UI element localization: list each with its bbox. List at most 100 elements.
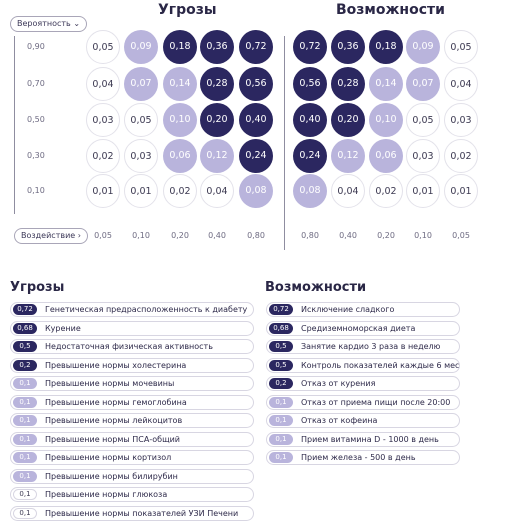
risk-bubble: 0,72 xyxy=(293,30,327,64)
y-axis-line xyxy=(14,36,15,214)
score-badge: 0,1 xyxy=(269,433,293,445)
risk-bubble: 0,04 xyxy=(331,174,365,208)
risk-bubble: 0,06 xyxy=(163,139,197,173)
risk-bubble: 0,10 xyxy=(163,103,197,137)
list-item: 0,5 Занятие кардио 3 раза в неделю xyxy=(266,339,460,354)
list-item: 0,5 Контроль показателей каждые 6 месяцев xyxy=(266,357,460,373)
risk-bubble: 0,07 xyxy=(406,67,440,101)
score-badge: 0,1 xyxy=(13,396,37,408)
opportunities-matrix-title: Возможности xyxy=(336,2,445,18)
threats-matrix-title: Угрозы xyxy=(158,2,217,18)
probability-axis-button[interactable]: Вероятность ⌄ xyxy=(10,16,88,32)
list-item: 0,68 Средиземноморская диета xyxy=(266,320,460,336)
score-badge: 0,68 xyxy=(13,322,37,334)
list-item-label: Превышение нормы показателей УЗИ Печени xyxy=(45,508,239,518)
list-item: 0,1 Прием железа - 500 в день xyxy=(266,450,460,465)
list-item-label: Превышение нормы мочевины xyxy=(45,379,175,388)
list-item-label: Превышение нормы билирубин xyxy=(45,471,178,481)
x-tick-label: 0,80 xyxy=(247,231,265,240)
y-tick-label: 0,30 xyxy=(27,151,45,160)
score-badge: 0,5 xyxy=(269,359,293,371)
list-item-label: Превышение нормы гемоглобина xyxy=(45,397,187,407)
threats-list-title: Угрозы xyxy=(10,280,65,295)
risk-bubble: 0,18 xyxy=(369,30,403,64)
list-item-label: Отказ от кофеина xyxy=(301,416,378,425)
list-item: 0,68 Курение xyxy=(10,320,254,336)
list-item-label: Прием железа - 500 в день xyxy=(301,453,416,462)
risk-bubble: 0,08 xyxy=(239,174,273,208)
risk-bubble: 0,40 xyxy=(239,103,273,137)
risk-bubble: 0,28 xyxy=(331,67,365,101)
center-divider xyxy=(284,36,285,250)
risk-bubble: 0,03 xyxy=(444,103,478,137)
list-item-label: Контроль показателей каждые 6 месяцев xyxy=(301,360,460,370)
score-badge: 0,68 xyxy=(269,322,293,334)
list-item: 0,1 Прием витамина D - 1000 в день xyxy=(266,431,460,447)
x-tick-label: 0,05 xyxy=(452,231,470,240)
y-tick-label: 0,50 xyxy=(27,115,45,124)
list-item-label: Отказ от приема пищи после 20:00 xyxy=(301,397,451,407)
list-item-label: Превышение нормы лейкоцитов xyxy=(45,416,183,425)
risk-bubble: 0,05 xyxy=(444,30,478,64)
list-item-label: Прием витамина D - 1000 в день xyxy=(301,434,439,444)
risk-bubble: 0,02 xyxy=(444,139,478,173)
risk-bubble: 0,14 xyxy=(163,67,197,101)
list-item-label: Средиземноморская диета xyxy=(301,323,416,333)
list-item: 0,1 Превышение нормы ПСА-общий xyxy=(10,431,254,447)
probability-label: Вероятность xyxy=(17,19,71,28)
list-item: 0,1 Превышение нормы глюкоза xyxy=(10,487,254,502)
list-item-label: Превышение нормы глюкоза xyxy=(45,490,168,499)
risk-bubble: 0,05 xyxy=(86,30,120,64)
x-tick-label: 0,80 xyxy=(301,231,319,240)
x-tick-label: 0,05 xyxy=(94,231,112,240)
chevron-down-icon: ⌄ xyxy=(73,19,81,28)
y-tick-label: 0,70 xyxy=(27,79,45,88)
risk-bubble: 0,40 xyxy=(293,103,327,137)
risk-bubble: 0,14 xyxy=(369,67,403,101)
risk-bubble: 0,04 xyxy=(200,174,234,208)
list-item: 0,2 Отказ от курения xyxy=(266,376,460,391)
risk-bubble: 0,28 xyxy=(200,67,234,101)
risk-bubble: 0,12 xyxy=(331,139,365,173)
list-item-label: Недостаточная физическая активность xyxy=(45,342,213,351)
list-item: 0,1 Превышение нормы мочевины xyxy=(10,376,254,391)
list-item: 0,1 Превышение нормы гемоглобина xyxy=(10,394,254,410)
risk-bubble: 0,02 xyxy=(369,174,403,208)
risk-bubble: 0,01 xyxy=(444,174,478,208)
score-badge: 0,2 xyxy=(13,359,37,371)
score-badge: 0,1 xyxy=(269,415,293,426)
risk-bubble: 0,20 xyxy=(331,103,365,137)
risk-bubble: 0,56 xyxy=(293,67,327,101)
list-item: 0,1 Превышение нормы билирубин xyxy=(10,468,254,484)
risk-bubble: 0,09 xyxy=(124,30,158,64)
risk-bubble: 0,07 xyxy=(124,67,158,101)
y-tick-label: 0,90 xyxy=(27,42,45,51)
y-tick-label: 0,10 xyxy=(27,186,45,195)
risk-bubble: 0,02 xyxy=(86,139,120,173)
list-item-label: Превышение нормы ПСА-общий xyxy=(45,434,181,444)
risk-bubble: 0,08 xyxy=(293,174,327,208)
list-item-label: Генетическая предрасположенность к диабе… xyxy=(45,305,248,314)
list-item: 0,1 Превышение нормы лейкоцитов xyxy=(10,413,254,428)
score-badge: 0,2 xyxy=(269,378,293,389)
score-badge: 0,1 xyxy=(13,415,37,426)
x-tick-label: 0,20 xyxy=(171,231,189,240)
list-item-label: Курение xyxy=(45,323,81,333)
x-tick-label: 0,40 xyxy=(339,231,357,240)
impact-axis-button[interactable]: Воздействие › xyxy=(14,228,88,244)
score-badge: 0,1 xyxy=(13,470,37,482)
chevron-right-icon: › xyxy=(77,231,81,240)
risk-bubble: 0,24 xyxy=(293,139,327,173)
list-item: 0,5 Недостаточная физическая активность xyxy=(10,339,254,354)
risk-bubble: 0,24 xyxy=(239,139,273,173)
list-item: 0,1 Превышение нормы кортизол xyxy=(10,450,254,465)
score-badge: 0,5 xyxy=(269,341,293,352)
x-tick-label: 0,10 xyxy=(414,231,432,240)
list-item: 0,1 Превышение нормы показателей УЗИ Пече… xyxy=(10,505,254,521)
risk-bubble: 0,03 xyxy=(86,103,120,137)
x-tick-label: 0,40 xyxy=(208,231,226,240)
score-badge: 0,1 xyxy=(269,452,293,463)
risk-bubble: 0,02 xyxy=(163,174,197,208)
score-badge: 0,1 xyxy=(13,433,37,445)
risk-bubble: 0,12 xyxy=(200,139,234,173)
